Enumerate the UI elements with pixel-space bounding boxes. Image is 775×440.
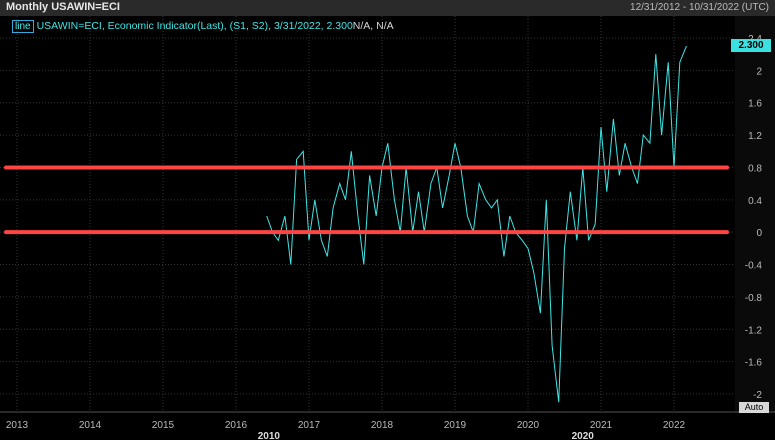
x-tick-label: 2013 — [6, 420, 29, 431]
x-tick-label: 2022 — [663, 420, 686, 431]
y-tick-label: 1.6 — [748, 99, 762, 110]
y-tick-label: 0.8 — [748, 163, 762, 174]
date-range: 12/31/2012 - 10/31/2022 (UTC) — [630, 2, 769, 13]
x-tick-label: 2016 — [225, 420, 248, 431]
last-value-badge: 2.300 — [731, 39, 771, 52]
series-line — [266, 45, 687, 403]
x-tick-label: 2014 — [79, 420, 102, 431]
y-tick-label: 0.4 — [748, 196, 762, 207]
x-tick-label: 2020 — [517, 420, 540, 431]
x-secondary-label: 2010 — [258, 431, 281, 440]
y-tick-label: 0 — [756, 228, 762, 239]
y-tick-label: 2 — [756, 66, 762, 77]
x-tick-label: 2021 — [590, 420, 613, 431]
x-tick-label: 2017 — [298, 420, 321, 431]
legend-series-text: USAWIN=ECI, Economic Indicator(Last), (S… — [36, 20, 353, 32]
auto-scale-button[interactable]: Auto — [739, 402, 769, 413]
y-tick-label: -1.2 — [745, 325, 763, 336]
x-tick-label: 2015 — [152, 420, 175, 431]
y-tick-label: -0.4 — [745, 261, 763, 272]
y-tick-label: -2 — [753, 390, 762, 401]
chart-title: Monthly USAWIN=ECI — [6, 1, 120, 13]
legend: line USAWIN=ECI, Economic Indicator(Last)… — [12, 20, 394, 33]
y-tick-label: 1.2 — [748, 131, 762, 142]
x-tick-label: 2018 — [371, 420, 394, 431]
y-tick-label: -0.8 — [745, 293, 763, 304]
x-secondary-label: 2020 — [572, 431, 595, 440]
legend-suffix: N/A, N/A — [352, 20, 394, 32]
legend-line-tag[interactable]: line — [12, 20, 34, 33]
y-tick-label: -1.6 — [745, 358, 763, 369]
x-tick-label: 2019 — [444, 420, 467, 431]
y-axis-panel — [735, 16, 775, 412]
